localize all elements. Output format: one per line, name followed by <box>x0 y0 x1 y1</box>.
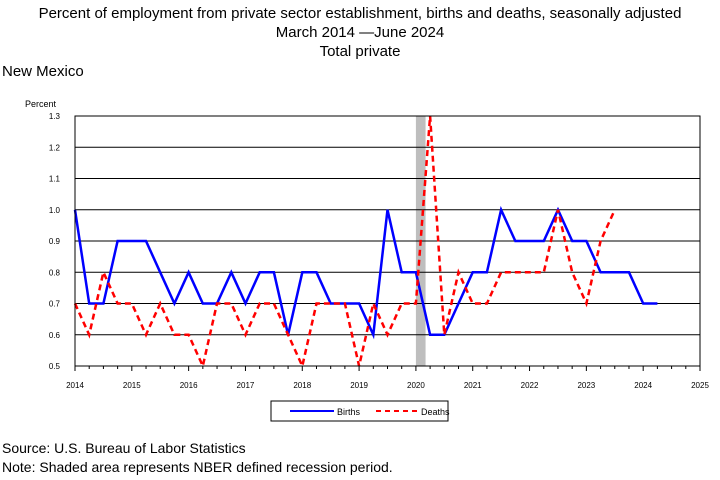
x-tick-label: 2025 <box>691 381 709 390</box>
plot-frame <box>74 115 701 367</box>
chart-subtitle: Total private <box>319 43 401 60</box>
x-tick-label: 2016 <box>180 381 198 390</box>
y-tick-label: 1.3 <box>49 112 61 121</box>
x-tick-label: 2021 <box>464 381 482 390</box>
y-tick-label: 0.9 <box>49 237 61 246</box>
legend: Births Deaths <box>270 400 450 422</box>
y-tick-label: 1.0 <box>49 206 61 215</box>
x-tick-label: 2017 <box>237 381 255 390</box>
x-tick-label: 2015 <box>123 381 141 390</box>
y-axis-label: Percent <box>25 99 57 109</box>
chart-title: Percent of employment from private secto… <box>38 5 682 22</box>
y-tick-label: 1.1 <box>49 175 61 184</box>
x-tick-label: 2024 <box>634 381 652 390</box>
legend-box <box>270 400 449 422</box>
y-tick-label: 0.5 <box>49 362 61 371</box>
legend-label-births: Births <box>337 407 361 417</box>
x-tick-label: 2018 <box>293 381 311 390</box>
y-tick-label: 0.8 <box>49 268 61 277</box>
x-tick-label: 2022 <box>521 381 539 390</box>
chart-date-range: March 2014 —June 2024 <box>275 24 445 41</box>
source-note: Source: U.S. Bureau of Labor Statistics <box>2 440 246 456</box>
legend-label-deaths: Deaths <box>421 407 450 417</box>
y-tick-label: 0.7 <box>49 300 61 309</box>
series-line-births <box>73 205 658 340</box>
region-label: New Mexico <box>2 63 84 80</box>
x-tick-label: 2020 <box>407 381 425 390</box>
x-tick-label: 2014 <box>66 381 84 390</box>
x-tick-label: 2023 <box>577 381 595 390</box>
series-line-deaths <box>73 115 616 370</box>
y-tick-label: 0.6 <box>49 331 61 340</box>
y-tick-label: 1.2 <box>49 143 61 152</box>
x-tick-label: 2019 <box>350 381 368 390</box>
recession-note: Note: Shaded area represents NBER define… <box>2 459 393 475</box>
